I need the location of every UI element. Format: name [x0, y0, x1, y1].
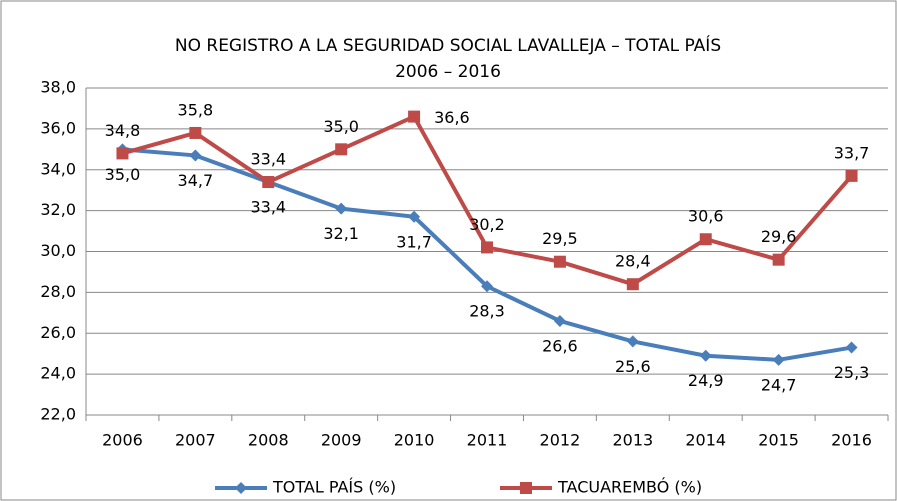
data-label: 34,7	[178, 171, 214, 190]
legend-label: TOTAL PAÍS (%)	[272, 478, 396, 497]
marker	[520, 482, 532, 494]
data-label: 25,6	[615, 357, 651, 376]
x-tick-label: 2010	[394, 431, 435, 450]
data-label: 30,2	[469, 215, 505, 234]
data-label: 30,6	[688, 207, 724, 226]
y-tick-label: 38,0	[40, 78, 76, 97]
x-tick-label: 2006	[102, 431, 143, 450]
data-label: 34,8	[105, 121, 141, 140]
data-label: 31,7	[396, 232, 432, 251]
marker	[116, 147, 129, 160]
x-tick-label: 2009	[321, 431, 362, 450]
marker	[845, 169, 858, 182]
x-tick-label: 2014	[685, 431, 726, 450]
marker	[481, 241, 493, 254]
legend-label: TACUAREMBÓ (%)	[557, 478, 702, 497]
y-tick-label: 24,0	[40, 364, 76, 383]
y-tick-label: 28,0	[40, 282, 76, 301]
data-label: 25,3	[834, 363, 870, 382]
marker	[626, 335, 639, 348]
data-label: 24,7	[761, 375, 797, 394]
data-label: 28,4	[615, 252, 651, 271]
y-tick-label: 30,0	[40, 241, 76, 260]
x-tick-label: 2015	[758, 431, 799, 450]
marker	[772, 353, 785, 366]
data-label: 26,6	[542, 336, 578, 355]
marker	[626, 278, 639, 291]
chart-title: NO REGISTRO A LA SEGURIDAD SOCIAL LAVALL…	[175, 34, 721, 56]
marker	[235, 482, 247, 494]
y-tick-label: 32,0	[40, 200, 76, 219]
x-tick-label: 2007	[175, 431, 216, 450]
y-tick-label: 26,0	[40, 323, 76, 342]
marker	[262, 176, 275, 189]
data-label: 35,0	[323, 117, 359, 136]
y-tick-label: 36,0	[40, 118, 76, 137]
x-tick-label: 2011	[467, 431, 508, 450]
data-label: 33,7	[834, 143, 870, 162]
marker	[553, 314, 566, 327]
marker	[772, 253, 785, 266]
data-label: 36,6	[434, 108, 470, 127]
x-tick-label: 2012	[540, 431, 581, 450]
chart-subtitle: 2006 – 2016	[395, 62, 501, 82]
data-label: 29,5	[542, 229, 578, 248]
y-tick-label: 22,0	[40, 405, 76, 424]
data-label: 35,8	[178, 100, 214, 119]
data-label: 24,9	[688, 371, 724, 390]
y-tick-label: 34,0	[40, 159, 76, 178]
marker	[335, 202, 348, 215]
marker	[553, 255, 566, 268]
marker	[699, 233, 712, 246]
x-tick-label: 2013	[612, 431, 653, 450]
x-tick-label: 2008	[248, 431, 289, 450]
marker	[408, 210, 421, 223]
marker	[335, 143, 348, 156]
data-label: 32,1	[323, 224, 359, 243]
marker	[408, 110, 421, 123]
marker	[189, 126, 202, 139]
data-label: 33,4	[250, 150, 286, 169]
x-tick-label: 2016	[831, 431, 872, 450]
marker	[189, 149, 202, 162]
data-label: 29,6	[761, 227, 797, 246]
marker	[481, 280, 493, 293]
marker	[699, 349, 712, 362]
data-label: 33,4	[250, 198, 286, 217]
marker	[845, 341, 858, 354]
data-label: 35,0	[105, 165, 141, 184]
data-label: 28,3	[469, 302, 505, 321]
